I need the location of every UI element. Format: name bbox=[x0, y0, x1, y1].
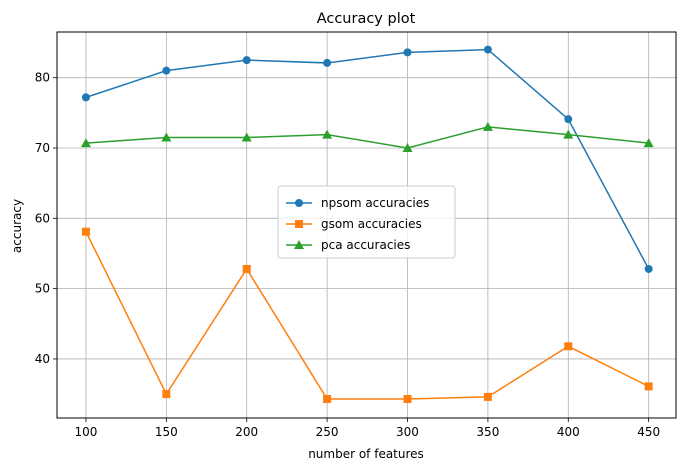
y-tick-label: 40 bbox=[35, 352, 50, 366]
data-point bbox=[403, 48, 412, 57]
x-tick-label: 350 bbox=[476, 425, 499, 439]
series-1 bbox=[81, 227, 653, 404]
series-layer bbox=[80, 45, 654, 404]
x-tick-label: 400 bbox=[557, 425, 580, 439]
data-point bbox=[564, 115, 573, 124]
data-point bbox=[323, 395, 332, 404]
data-point bbox=[644, 382, 653, 391]
legend-item: gsom accuracies bbox=[286, 217, 422, 231]
x-tick-label: 150 bbox=[155, 425, 178, 439]
y-tick-label: 60 bbox=[35, 211, 50, 225]
legend-item: pca accuracies bbox=[286, 238, 410, 252]
data-point bbox=[482, 121, 493, 131]
x-tick-label: 450 bbox=[637, 425, 660, 439]
data-point bbox=[241, 132, 252, 142]
data-point bbox=[80, 138, 91, 148]
data-point bbox=[161, 132, 172, 142]
x-tick-label: 100 bbox=[74, 425, 97, 439]
x-tick-label: 200 bbox=[235, 425, 258, 439]
data-point bbox=[81, 93, 90, 102]
data-point bbox=[242, 264, 251, 273]
plot-frame bbox=[56, 31, 677, 419]
data-point bbox=[644, 264, 653, 273]
data-point bbox=[483, 45, 492, 54]
y-tick-label: 70 bbox=[35, 141, 50, 155]
data-point bbox=[322, 129, 333, 139]
series-line bbox=[85, 126, 649, 149]
legend: npsom accuracies gsom accuracies pca accur… bbox=[277, 185, 456, 259]
chart-title: Accuracy plot bbox=[317, 11, 416, 27]
series-line bbox=[85, 231, 650, 400]
legend-label: pca accuracies bbox=[321, 238, 410, 252]
y-axis-ticks: 40 50 60 70 80 bbox=[35, 71, 57, 366]
legend-label: npsom accuracies bbox=[321, 196, 429, 210]
data-point bbox=[483, 392, 492, 401]
y-tick-label: 50 bbox=[35, 282, 50, 296]
y-axis-label: accuracy bbox=[10, 199, 24, 253]
legend-marker bbox=[295, 220, 303, 228]
x-axis-ticks: 100 150 200 250 300 350 400 450 bbox=[74, 418, 660, 439]
y-tick-label: 80 bbox=[35, 71, 50, 85]
x-axis-label: number of features bbox=[308, 447, 424, 461]
data-point bbox=[403, 395, 412, 404]
data-point bbox=[564, 342, 573, 351]
data-point bbox=[81, 227, 90, 236]
legend-item: npsom accuracies bbox=[286, 196, 429, 210]
x-tick-label: 300 bbox=[396, 425, 419, 439]
legend-marker bbox=[294, 240, 304, 249]
series-line bbox=[85, 48, 650, 270]
x-tick-label: 250 bbox=[316, 425, 339, 439]
data-point bbox=[643, 138, 654, 148]
data-point bbox=[162, 390, 171, 399]
data-point bbox=[323, 58, 332, 67]
data-point bbox=[242, 56, 251, 65]
legend-box bbox=[277, 185, 456, 259]
series-0 bbox=[81, 45, 653, 273]
series-2 bbox=[80, 121, 654, 153]
legend-marker bbox=[295, 199, 303, 207]
legend-label: gsom accuracies bbox=[321, 217, 422, 231]
data-point bbox=[563, 129, 574, 139]
data-point bbox=[162, 66, 171, 75]
data-point bbox=[402, 143, 413, 153]
